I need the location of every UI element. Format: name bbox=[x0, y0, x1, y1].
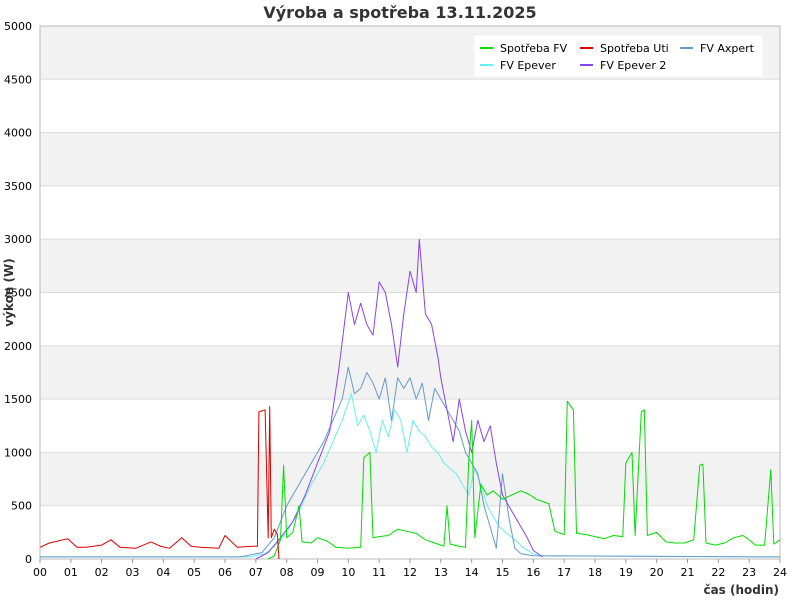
series-layer bbox=[39, 238, 781, 560]
grid-band bbox=[40, 452, 780, 506]
x-tick-label: 14 bbox=[465, 566, 479, 579]
x-axis-ticks: 00 01 02 03 04 05 06 07 08 09 10 11 12 13 14 15 16 17 18 19… bbox=[33, 559, 787, 579]
x-tick-label: 02 bbox=[95, 566, 109, 579]
x-tick-label: 24 bbox=[773, 566, 787, 579]
x-axis-label: čas (hodin) bbox=[703, 583, 779, 597]
grid-band bbox=[40, 239, 780, 293]
x-tick-label: 16 bbox=[526, 566, 540, 579]
legend-label: FV Axpert bbox=[700, 42, 755, 55]
x-tick-label: 13 bbox=[434, 566, 448, 579]
legend-label: Spotřeba FV bbox=[500, 42, 568, 55]
y-tick-label: 3000 bbox=[4, 233, 32, 246]
grid-band bbox=[40, 132, 780, 186]
x-tick-label: 03 bbox=[126, 566, 140, 579]
x-tick-label: 00 bbox=[33, 566, 47, 579]
series-line-spot-eba-fv bbox=[267, 400, 781, 560]
x-tick-label: 06 bbox=[218, 566, 232, 579]
x-tick-label: 18 bbox=[588, 566, 602, 579]
y-tick-label: 500 bbox=[11, 500, 32, 513]
y-tick-label: 2500 bbox=[4, 287, 32, 300]
x-tick-label: 21 bbox=[681, 566, 695, 579]
x-tick-label: 08 bbox=[280, 566, 294, 579]
legend-label: FV Epever bbox=[500, 59, 556, 72]
series-line-spot-eba-uti bbox=[39, 406, 280, 560]
series-line-fv-epever-2 bbox=[255, 238, 543, 560]
x-tick-label: 12 bbox=[403, 566, 417, 579]
y-axis-ticks: 0 500 1000 1500 2000 2500 3000 3500 4000 4500 5000 bbox=[4, 20, 32, 566]
x-tick-label: 20 bbox=[650, 566, 664, 579]
grid-band bbox=[40, 345, 780, 400]
y-axis-label: výkon (W) bbox=[2, 258, 16, 326]
legend: Spotřeba FV Spotřeba Uti FV Axpert FV Epeve… bbox=[474, 35, 763, 77]
chart-title: Výroba a spotřeba 13.11.2025 bbox=[263, 3, 536, 22]
x-tick-label: 10 bbox=[341, 566, 355, 579]
x-tick-label: 05 bbox=[187, 566, 201, 579]
y-tick-label: 2000 bbox=[4, 340, 32, 353]
x-tick-label: 22 bbox=[711, 566, 725, 579]
y-tick-label: 0 bbox=[25, 553, 32, 566]
x-tick-label: 04 bbox=[156, 566, 170, 579]
legend-label: FV Epever 2 bbox=[600, 59, 666, 72]
y-tick-label: 3500 bbox=[4, 180, 32, 193]
x-tick-label: 01 bbox=[64, 566, 78, 579]
y-tick-label: 4500 bbox=[4, 73, 32, 86]
legend-box bbox=[474, 35, 763, 77]
x-tick-label: 11 bbox=[372, 566, 386, 579]
y-tick-label: 1500 bbox=[4, 393, 32, 406]
x-tick-label: 09 bbox=[311, 566, 325, 579]
x-tick-label: 19 bbox=[619, 566, 633, 579]
grid-bands bbox=[40, 26, 780, 506]
legend-label: Spotřeba Uti bbox=[600, 42, 669, 55]
series-line-fv-axpert bbox=[40, 366, 781, 558]
x-tick-label: 07 bbox=[249, 566, 263, 579]
x-tick-label: 17 bbox=[557, 566, 571, 579]
y-tick-label: 5000 bbox=[4, 20, 32, 33]
x-tick-label: 23 bbox=[742, 566, 756, 579]
y-tick-label: 1000 bbox=[4, 446, 32, 459]
series-line-fv-epever bbox=[40, 393, 781, 558]
x-tick-label: 15 bbox=[496, 566, 510, 579]
y-tick-label: 4000 bbox=[4, 127, 32, 140]
